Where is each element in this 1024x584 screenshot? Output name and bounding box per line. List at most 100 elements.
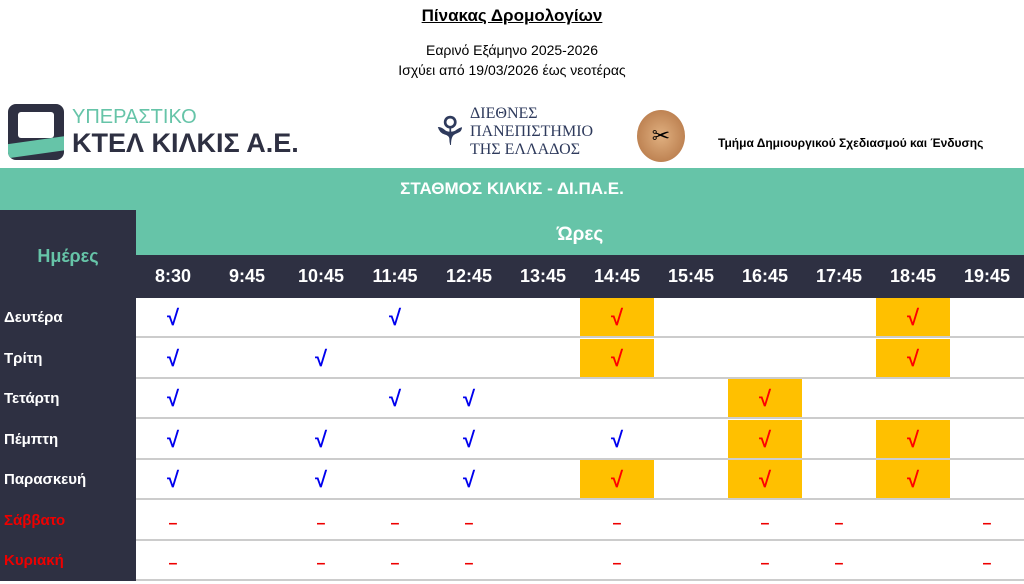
schedule-cell: – xyxy=(802,501,876,541)
table-row: Τρίτη √ √ √ √ xyxy=(0,338,1024,379)
schedule-cell: √ xyxy=(580,420,654,460)
check-icon: √ xyxy=(314,345,328,371)
schedule-cell xyxy=(950,379,1024,419)
schedule-cell xyxy=(580,379,654,419)
scissors-icon: ✂ xyxy=(637,110,685,162)
schedule-cell xyxy=(506,339,580,379)
highlighted-cell: √ xyxy=(728,460,802,500)
day-label: Τετάρτη xyxy=(0,379,136,419)
ihu-line: ΤΗΣ ΕΛΛΑΔΟΣ xyxy=(470,141,581,158)
highlighted-cell: √ xyxy=(728,379,802,419)
check-icon: √ xyxy=(906,305,920,330)
schedule-cell: √ xyxy=(432,460,506,500)
schedule-cell xyxy=(210,420,284,460)
schedule-cell xyxy=(950,420,1024,460)
ktel-logo: ΥΠΕΡΑΣΤΙΚΟ ΚΤΕΛ ΚΙΛΚΙΣ Α.Ε. xyxy=(8,104,299,160)
table-row: Δευτέρα √ √ √ √ xyxy=(0,298,1024,338)
schedule-cell xyxy=(654,420,728,460)
ihu-line: ΔΙΕΘΝΕΣ xyxy=(470,105,538,122)
schedule-cell xyxy=(210,541,284,581)
highlighted-cell: √ xyxy=(580,298,654,338)
schedule-cell: – xyxy=(136,541,210,581)
day-label: Δευτέρα xyxy=(0,298,136,338)
schedule-cell xyxy=(950,298,1024,338)
schedule-cell xyxy=(654,379,728,419)
time-header: 18:45 xyxy=(889,266,937,286)
schedule-cell xyxy=(876,501,950,541)
semester: Εαρινό Εξάμηνο 2025-2026 xyxy=(426,42,598,58)
ihu-line: ΠΑΝΕΠΙΣΤΗΜΙΟ xyxy=(470,123,594,140)
dash-icon: – xyxy=(316,514,326,532)
dash-icon: – xyxy=(168,514,178,532)
schedule-cell: – xyxy=(432,541,506,581)
check-icon: √ xyxy=(610,345,624,371)
schedule-cell xyxy=(802,339,876,379)
time-header: 12:45 xyxy=(445,266,493,286)
dash-icon: – xyxy=(168,555,178,572)
schedule-cell: √ xyxy=(136,379,210,419)
schedule-cell: √ xyxy=(284,339,358,379)
schedule-cell xyxy=(210,501,284,541)
schedule-cell xyxy=(654,339,728,379)
hours-header: Ώρες xyxy=(136,210,1024,255)
day-label: Κυριακή xyxy=(0,541,136,581)
highlighted-cell: √ xyxy=(728,419,802,460)
olive-branch-icon: ⚘ xyxy=(432,110,468,154)
schedule-cell: √ xyxy=(284,460,358,500)
dash-icon: – xyxy=(982,514,992,532)
dash-icon: – xyxy=(760,514,770,532)
schedule-cell: √ xyxy=(136,339,210,379)
department-name: Τμήμα Δημιουργικού Σχεδιασμού και Ένδυση… xyxy=(718,136,984,150)
time-header: 8:30 xyxy=(154,266,192,286)
schedule-cell: √ xyxy=(432,379,506,419)
schedule-cell xyxy=(432,298,506,338)
schedule-cell xyxy=(876,541,950,581)
schedule-cell: – xyxy=(580,541,654,581)
schedule-cell xyxy=(210,339,284,379)
check-icon: √ xyxy=(166,345,180,371)
route-title: ΣΤΑΘΜΟΣ ΚΙΛΚΙΣ - ΔΙ.ΠΑ.Ε. xyxy=(0,168,1024,210)
day-label: Πέμπτη xyxy=(0,419,136,460)
check-icon: √ xyxy=(758,467,772,492)
dash-icon: – xyxy=(390,555,400,572)
schedule-cell xyxy=(358,339,432,379)
schedule-cell: √ xyxy=(358,298,432,338)
schedule-cell xyxy=(506,420,580,460)
check-icon: √ xyxy=(462,426,476,452)
check-icon: √ xyxy=(388,386,402,411)
dash-icon: – xyxy=(982,555,992,572)
bus-icon xyxy=(8,104,64,160)
dash-icon: – xyxy=(612,514,622,532)
highlighted-cell: √ xyxy=(876,460,950,500)
time-header: 19:45 xyxy=(963,266,1011,286)
schedule-cell xyxy=(506,298,580,338)
check-icon: √ xyxy=(462,386,476,411)
dash-icon: – xyxy=(834,555,844,572)
schedule-cell: – xyxy=(580,501,654,541)
schedule-cell: – xyxy=(728,501,802,541)
table-row: Τετάρτη √ √ √ √ xyxy=(0,379,1024,419)
time-header: 15:45 xyxy=(667,266,715,286)
check-icon: √ xyxy=(758,386,772,411)
schedule-cell xyxy=(802,298,876,338)
check-icon: √ xyxy=(610,305,624,330)
schedule-cell xyxy=(210,460,284,500)
check-icon: √ xyxy=(166,386,180,411)
schedule-cell xyxy=(654,298,728,338)
dash-icon: – xyxy=(464,514,474,532)
time-header: 10:45 xyxy=(297,266,345,286)
check-icon: √ xyxy=(610,467,624,492)
schedule-cell xyxy=(654,460,728,500)
highlighted-cell: √ xyxy=(580,460,654,500)
schedule-cell xyxy=(506,501,580,541)
check-icon: √ xyxy=(610,426,624,452)
check-icon: √ xyxy=(906,345,920,371)
check-icon: √ xyxy=(906,467,920,492)
schedule-cell: √ xyxy=(136,298,210,338)
dash-icon: – xyxy=(834,514,844,532)
check-icon: √ xyxy=(166,467,180,492)
time-header: 16:45 xyxy=(741,266,789,286)
schedule-cell xyxy=(950,339,1024,379)
check-icon: √ xyxy=(388,305,402,330)
validity: Ισχύει από 19/03/2026 έως νεοτέρας xyxy=(398,62,626,78)
